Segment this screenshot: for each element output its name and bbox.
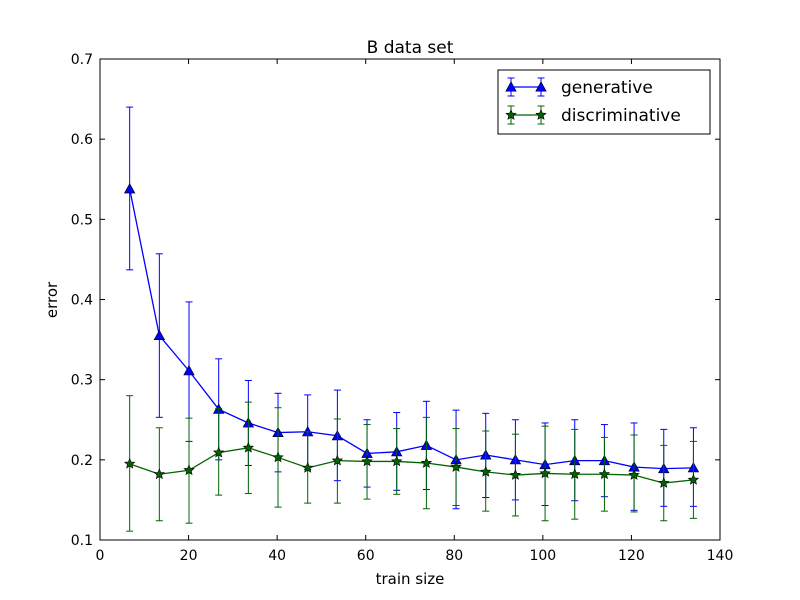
chart-title: B data set — [367, 38, 454, 58]
data-point-discriminative — [183, 464, 195, 476]
data-point-discriminative — [272, 451, 284, 463]
data-point-discriminative — [302, 461, 314, 473]
markers-discriminative — [123, 441, 700, 488]
legend-marker-generative — [505, 81, 517, 92]
x-tick-label: 0 — [96, 548, 105, 564]
data-point-discriminative — [509, 469, 522, 480]
x-tick-label: 60 — [357, 548, 375, 564]
data-point-discriminative — [569, 468, 581, 480]
legend-marker-generative — [535, 81, 547, 92]
legend-box — [497, 69, 711, 135]
y-tick-label: 0.5 — [71, 212, 93, 228]
legend-label-discriminative: discriminative — [561, 106, 681, 126]
series-line-generative — [129, 188, 694, 470]
x-tick-label: 40 — [268, 548, 286, 564]
data-point-discriminative — [361, 455, 373, 467]
data-point-discriminative — [480, 465, 492, 477]
y-axis-label: error — [43, 281, 61, 318]
series-layer — [123, 106, 700, 532]
x-tick-label: 80 — [445, 548, 463, 564]
y-tick-label: 0.4 — [71, 293, 93, 309]
x-tick-label: 120 — [618, 548, 645, 564]
legend-markers — [505, 77, 547, 125]
legend-marker-discriminative — [535, 109, 547, 120]
data-point-discriminative — [391, 455, 403, 467]
data-point-discriminative — [598, 468, 611, 480]
data-point-generative — [123, 183, 136, 194]
y-tick-label: 0.6 — [71, 132, 93, 148]
data-point-discriminative — [450, 461, 462, 472]
y-tick-label: 0.3 — [71, 373, 93, 389]
data-point-generative — [183, 365, 195, 376]
axes-layer: 0 20 40 60 80 100 120 140 0.1 0.2 0.3 0.4 0.5 0.6 0.7 — [71, 52, 734, 564]
y-tick-label: 0.2 — [71, 453, 93, 469]
data-point-discriminative — [242, 441, 255, 453]
x-tick-label: 20 — [180, 548, 198, 564]
x-tick-label: 100 — [529, 548, 556, 564]
legend: generative discriminative — [497, 69, 711, 135]
y-tick-label: 0.7 — [71, 52, 93, 68]
x-tick-label: 140 — [707, 548, 734, 564]
data-point-discriminative — [153, 468, 166, 480]
series-line-discriminative — [129, 447, 694, 484]
data-point-generative — [153, 329, 166, 341]
data-point-discriminative — [212, 446, 225, 458]
data-point-discriminative — [420, 457, 433, 468]
data-point-discriminative — [628, 469, 640, 480]
x-axis-label: train size — [376, 570, 445, 588]
data-point-discriminative — [123, 457, 136, 469]
legend-marker-discriminative — [505, 109, 517, 120]
y-tick-label: 0.1 — [71, 533, 93, 549]
data-point-discriminative — [687, 473, 700, 485]
data-point-discriminative — [658, 477, 670, 488]
legend-label-generative: generative — [561, 78, 653, 98]
data-point-discriminative — [331, 454, 344, 466]
data-point-discriminative — [539, 467, 551, 479]
